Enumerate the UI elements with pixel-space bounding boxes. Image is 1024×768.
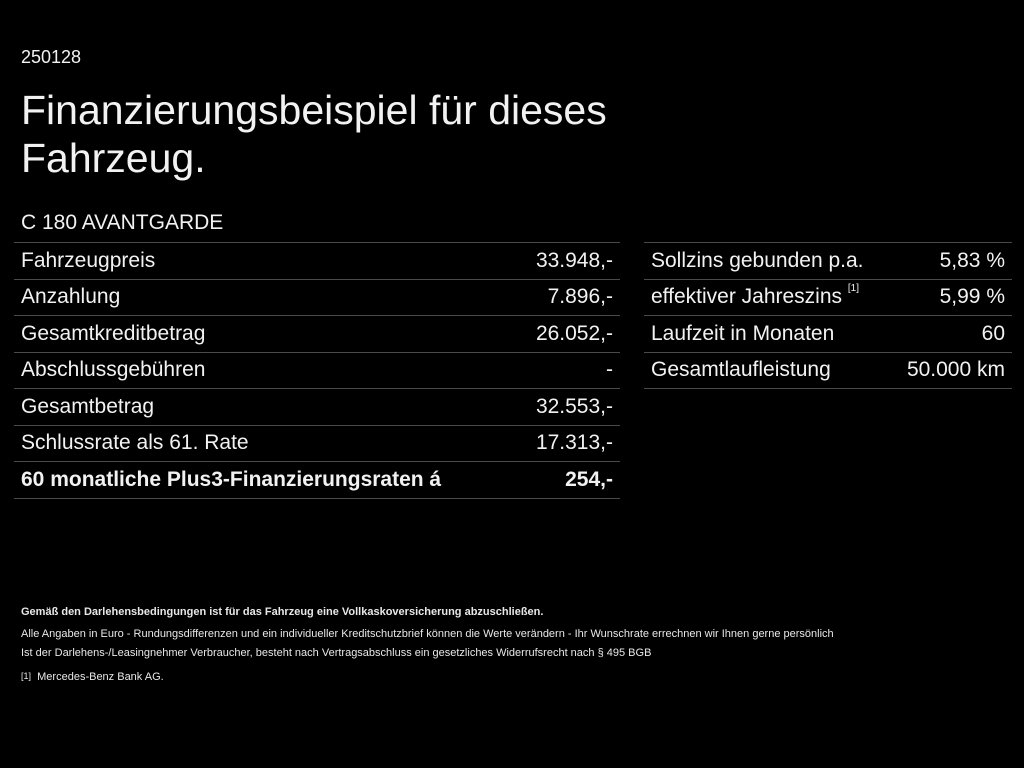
table-row: Fahrzeugpreis 33.948,- <box>14 242 620 280</box>
withdrawal-right-note: Ist der Darlehens-/Leasingnehmer Verbrau… <box>21 647 652 659</box>
row-label: Gesamtlaufleistung <box>644 352 891 389</box>
row-label: Laufzeit in Monaten <box>644 315 891 353</box>
table-row: Sollzins gebunden p.a. 5,83 % <box>644 242 1012 280</box>
model-name: C 180 AVANTGARDE <box>21 211 224 234</box>
row-label: Schlussrate als 61. Rate <box>14 425 515 462</box>
disclaimer-line: Alle Angaben in Euro - Rundungsdifferenz… <box>21 628 834 640</box>
footnote-text: Mercedes-Benz Bank AG. <box>37 671 164 683</box>
financing-table: Fahrzeugpreis 33.948,- Anzahlung 7.896,- G… <box>14 242 620 499</box>
footnote: [1] Mercedes-Benz Bank AG. <box>21 671 164 683</box>
table-row: Laufzeit in Monaten 60 <box>644 315 1012 353</box>
row-value: 26.052,- <box>514 315 620 353</box>
offer-code: 250128 <box>21 47 82 67</box>
row-value: 60 <box>890 315 1012 353</box>
row-label: Abschlussgebühren <box>14 352 515 389</box>
row-value: 5,99 % <box>890 279 1012 316</box>
table-row: effektiver Jahreszins [1] 5,99 % <box>644 279 1012 316</box>
row-value: 7.896,- <box>514 279 620 316</box>
row-label: Fahrzeugpreis <box>14 242 515 280</box>
row-value: 50.000 km <box>890 352 1012 389</box>
interest-table: Sollzins gebunden p.a. 5,83 % effektiver … <box>644 242 1012 389</box>
row-value: 33.948,- <box>514 242 620 280</box>
insurance-note: Gemäß den Darlehensbedingungen ist für d… <box>21 606 544 618</box>
table-row: Schlussrate als 61. Rate 17.313,- <box>14 425 620 462</box>
row-label: 60 monatliche Plus3-Finanzierungsraten á <box>14 461 515 499</box>
footnote-marker: [1] <box>21 671 32 681</box>
row-label: Gesamtbetrag <box>14 388 515 426</box>
row-value: 32.553,- <box>514 388 620 426</box>
row-label: Sollzins gebunden p.a. <box>644 242 891 280</box>
row-label: Anzahlung <box>14 279 515 316</box>
row-label: effektiver Jahreszins <box>651 285 843 309</box>
table-row: Anzahlung 7.896,- <box>14 279 620 316</box>
page-title: Finanzierungsbeispiel für dieses Fahrzeu… <box>21 87 607 181</box>
footnote-marker: [1] <box>847 283 859 295</box>
row-value: 254,- <box>514 461 620 499</box>
table-row: Gesamtlaufleistung 50.000 km <box>644 352 1012 389</box>
row-value: - <box>514 352 620 389</box>
row-label-cell: effektiver Jahreszins [1] <box>644 279 891 316</box>
row-value: 17.313,- <box>514 425 620 462</box>
monthly-rate-row: 60 monatliche Plus3-Finanzierungsraten á… <box>14 461 620 499</box>
row-value: 5,83 % <box>890 242 1012 280</box>
row-label: Gesamtkreditbetrag <box>14 315 515 353</box>
table-row: Gesamtkreditbetrag 26.052,- <box>14 315 620 353</box>
table-row: Abschlussgebühren - <box>14 352 620 389</box>
table-row: Gesamtbetrag 32.553,- <box>14 388 620 426</box>
